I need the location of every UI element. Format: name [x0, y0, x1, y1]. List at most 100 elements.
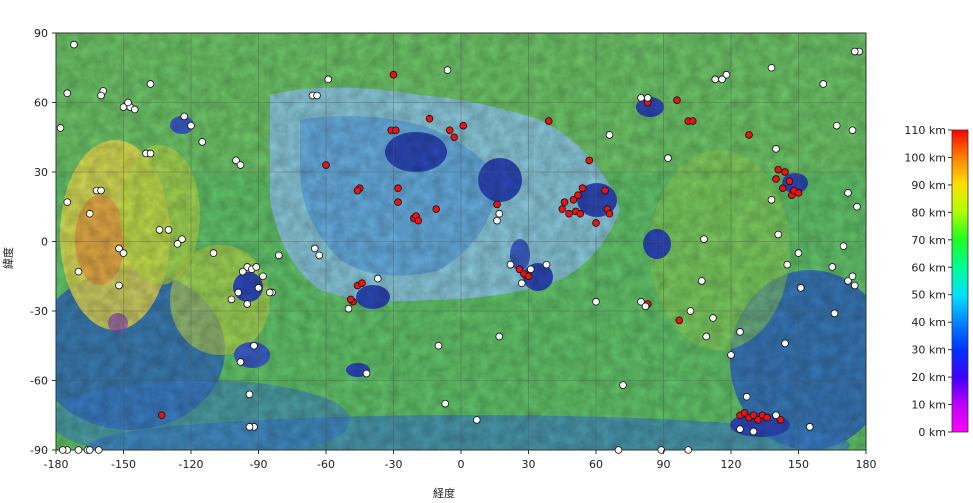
white-marker [686, 307, 695, 315]
white-marker [85, 209, 94, 218]
white-marker [232, 156, 240, 165]
y-tick-label: 60 [34, 97, 48, 110]
white-marker [832, 121, 841, 130]
white-marker [434, 341, 443, 350]
white-marker [373, 274, 382, 283]
red-marker [772, 175, 780, 183]
white-marker [362, 369, 371, 378]
white-marker [709, 314, 717, 322]
white-marker [637, 94, 645, 102]
white-marker [664, 154, 672, 162]
colorbar-label: 0 km [918, 426, 946, 439]
red-marker [459, 121, 468, 130]
red-marker [560, 198, 569, 206]
white-marker [227, 295, 236, 304]
red-marker [574, 191, 582, 199]
white-marker [697, 277, 706, 285]
x-tick-label: 120 [721, 458, 742, 471]
red-marker [322, 161, 330, 169]
white-marker [641, 302, 650, 311]
red-marker [776, 416, 785, 424]
colorbar-label: 20 km [911, 371, 946, 384]
white-marker [324, 75, 333, 84]
red-marker [493, 200, 501, 209]
white-marker [115, 281, 123, 290]
colorbar-label: 60 km [911, 261, 946, 274]
white-marker [265, 288, 274, 297]
white-marker [310, 244, 319, 253]
white-marker [209, 249, 218, 257]
red-marker [576, 209, 585, 218]
red-marker [675, 316, 684, 325]
white-marker [130, 105, 139, 114]
white-marker [443, 66, 452, 74]
red-marker [391, 126, 400, 135]
white-marker [146, 80, 155, 88]
red-marker [445, 126, 454, 135]
red-marker [157, 411, 166, 420]
white-marker [592, 297, 600, 306]
y-axis-title: 緯度 [1, 247, 15, 269]
white-marker [711, 75, 720, 84]
white-marker [526, 265, 535, 274]
white-marker [657, 446, 666, 454]
white-marker [853, 202, 861, 211]
white-marker [702, 332, 711, 341]
x-tick-label: -90 [250, 458, 268, 471]
white-marker [155, 226, 164, 234]
white-marker [614, 446, 623, 454]
red-marker [749, 411, 758, 420]
red-marker [450, 133, 459, 142]
map-grid [56, 33, 866, 450]
colorbar: 110 km 100 km 90 km 80 km 70 km 60 km 50 km 40 … [904, 124, 969, 439]
white-marker [173, 240, 182, 248]
x-tick-label: 180 [856, 458, 877, 471]
x-tick-label: -150 [111, 458, 136, 471]
y-tick-label: 90 [34, 27, 48, 40]
red-marker [394, 198, 402, 206]
white-marker [718, 75, 726, 84]
white-marker [506, 260, 515, 269]
white-marker [850, 47, 859, 56]
y-tick-label: 30 [34, 166, 48, 179]
red-marker [544, 117, 553, 125]
white-marker [115, 244, 123, 253]
red-marker [778, 184, 787, 193]
x-tick-label: -60 [317, 458, 335, 471]
white-marker [805, 423, 814, 431]
white-marker [774, 230, 783, 239]
white-marker [146, 149, 155, 158]
white-marker [819, 80, 828, 88]
white-marker [850, 281, 859, 290]
x-tick-label: 30 [522, 458, 536, 471]
colorbar-label: 50 km [911, 289, 946, 302]
white-marker [783, 260, 792, 269]
red-marker [605, 209, 614, 218]
white-marker [605, 131, 614, 139]
red-marker [763, 413, 771, 422]
red-marker [745, 131, 753, 139]
x-tick-label: -30 [385, 458, 403, 471]
white-marker [243, 300, 252, 308]
white-marker [97, 186, 105, 195]
white-marker [180, 112, 189, 121]
white-marker [772, 145, 780, 153]
white-marker [56, 124, 65, 132]
white-marker [119, 249, 128, 257]
red-marker [353, 186, 362, 195]
white-marker [245, 423, 254, 431]
red-marker [558, 205, 567, 213]
white-marker [74, 446, 83, 454]
white-marker [517, 279, 526, 288]
red-marker [585, 156, 594, 165]
white-marker [495, 209, 504, 218]
red-marker [774, 165, 783, 174]
red-marker [740, 409, 749, 417]
white-marker [234, 288, 243, 297]
white-marker [124, 98, 132, 107]
white-marker [236, 358, 245, 366]
red-marker [754, 416, 762, 424]
red-marker [515, 265, 524, 274]
y-tick-label: -60 [30, 375, 48, 388]
x-tick-label: 0 [458, 458, 465, 471]
